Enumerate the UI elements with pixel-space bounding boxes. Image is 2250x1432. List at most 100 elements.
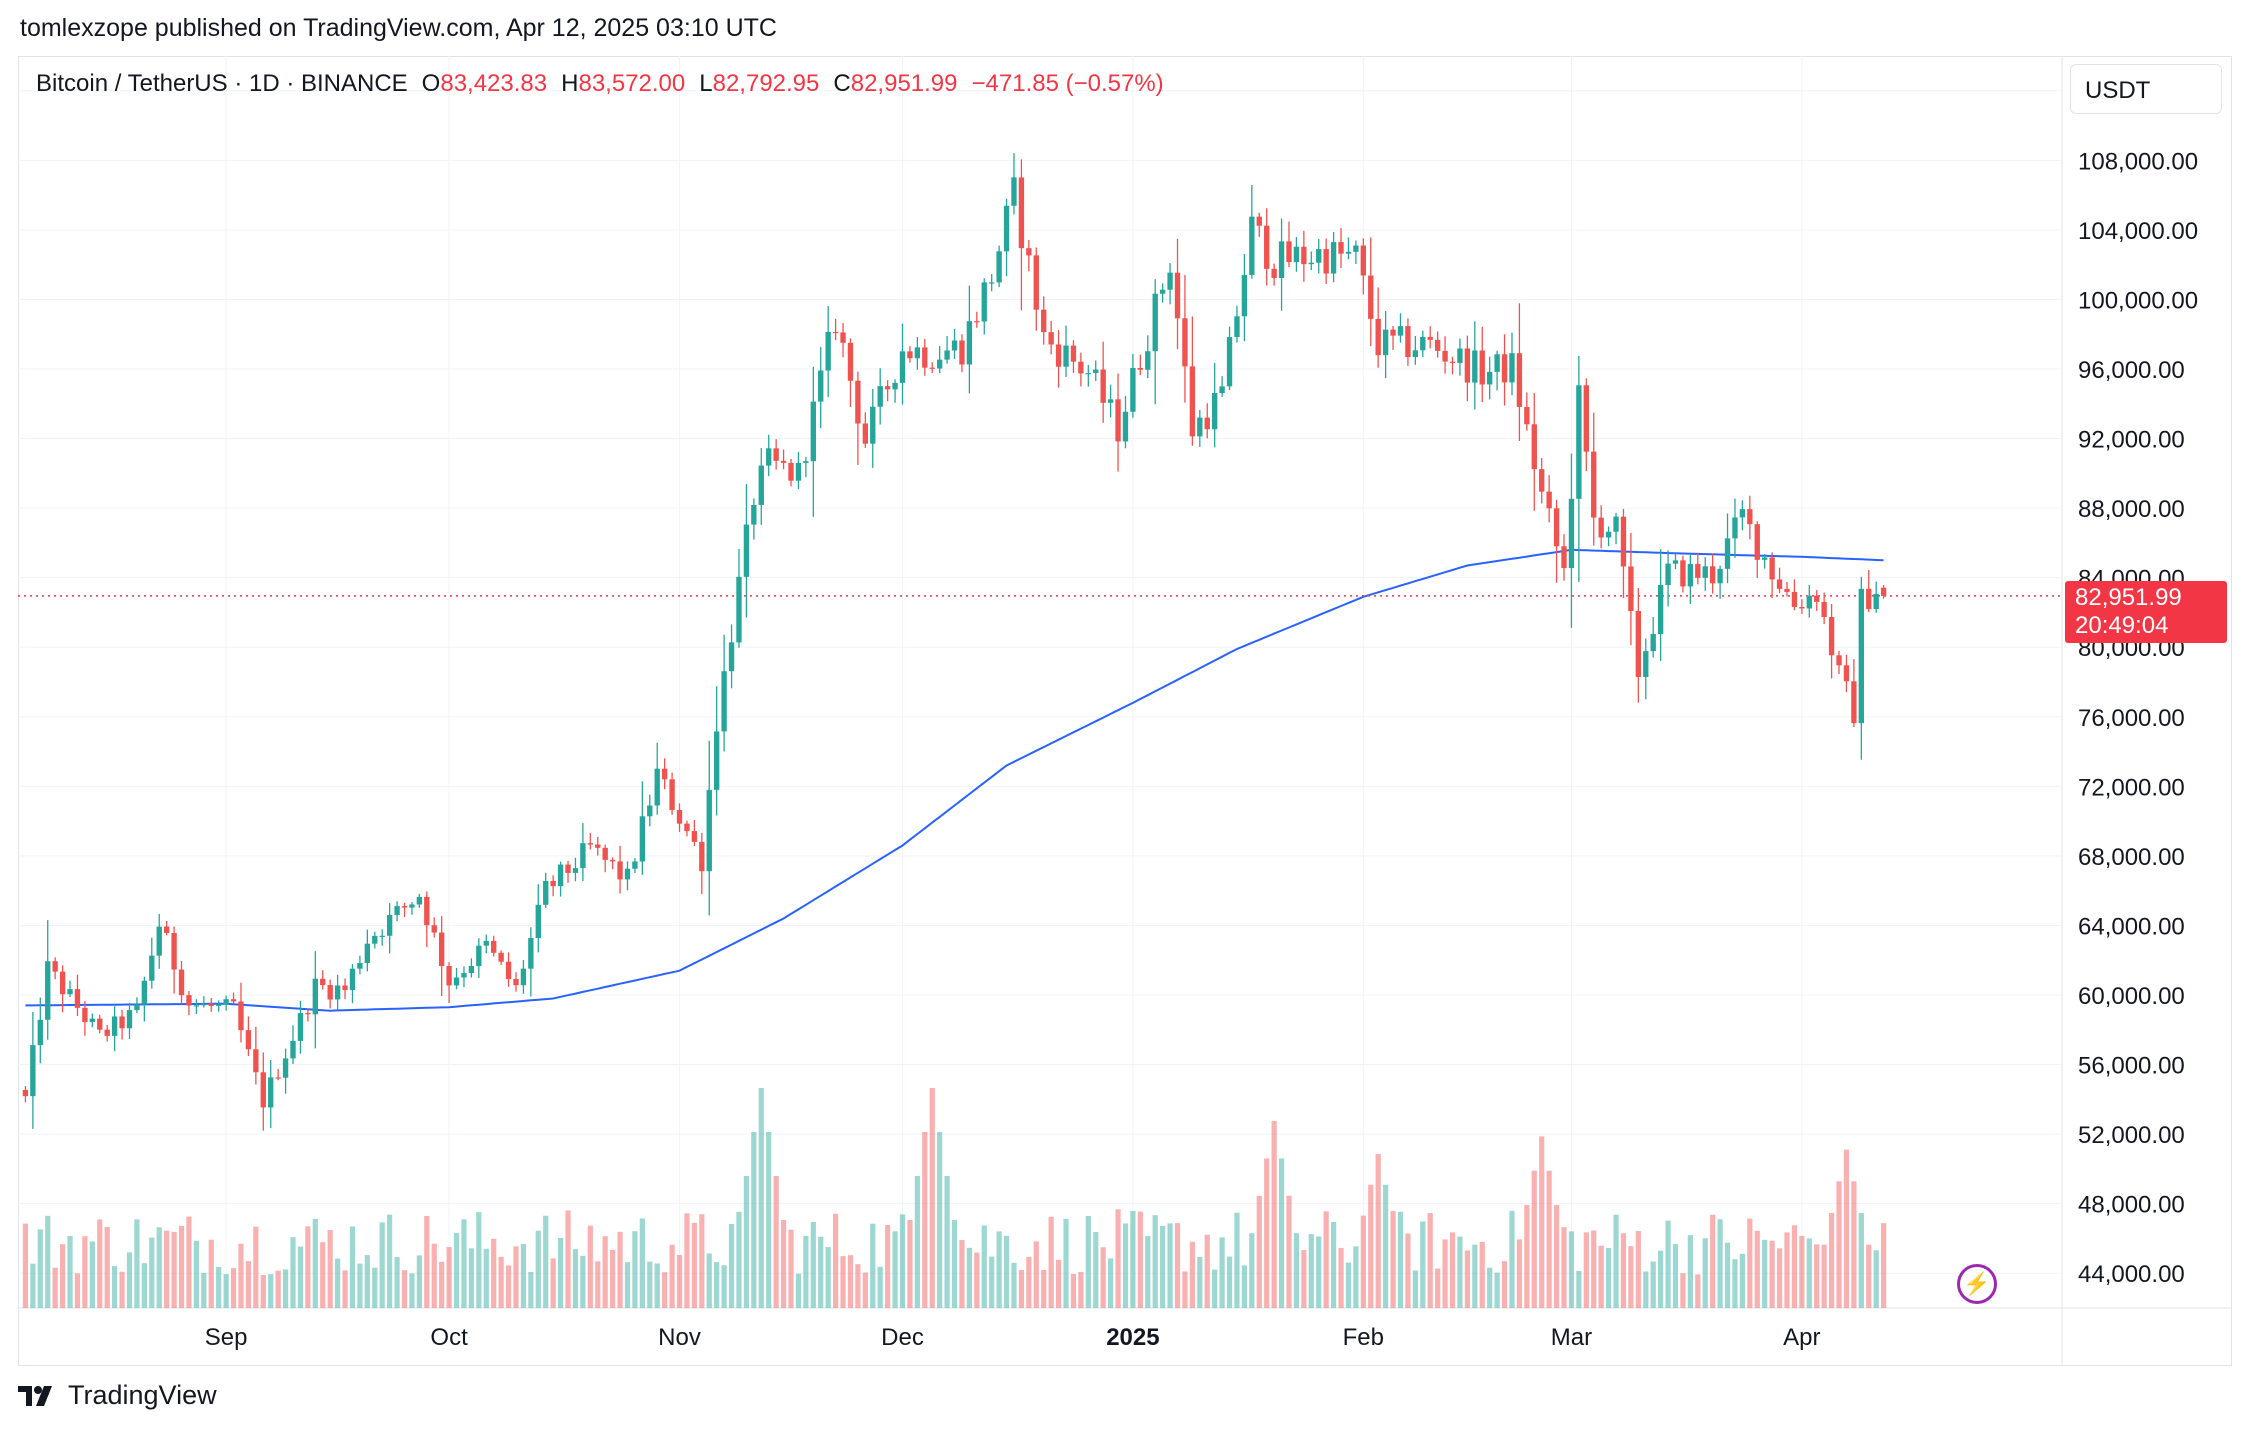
candle-body <box>825 331 831 371</box>
volume-bar <box>97 1219 103 1308</box>
volume-bar <box>1264 1158 1270 1308</box>
candle-body <box>587 843 593 845</box>
candle-body <box>1093 369 1099 374</box>
volume-bar <box>840 1256 846 1308</box>
candle-body <box>758 465 764 505</box>
volume-bar <box>1182 1271 1188 1308</box>
last-price-label: 82,951.99 20:49:04 <box>2065 580 2227 643</box>
candle-body <box>1063 345 1069 367</box>
candle-body <box>290 1040 296 1059</box>
volume-bar <box>476 1212 482 1308</box>
volume-bar <box>795 1273 802 1308</box>
volume-bar <box>654 1263 660 1308</box>
lightning-bolt-icon[interactable]: ⚡ <box>1957 1264 1997 1304</box>
candle-body <box>580 843 586 869</box>
volume-bar <box>1591 1230 1597 1308</box>
volume-bar <box>1204 1234 1210 1308</box>
price-tick-label: 56,000.00 <box>2078 1053 2185 1080</box>
candle-body <box>1628 566 1634 612</box>
volume-bar <box>1115 1209 1121 1308</box>
candle-body <box>1568 498 1575 569</box>
volume-bar <box>1858 1212 1864 1308</box>
candle-body <box>989 282 995 284</box>
volume-bar <box>1323 1211 1329 1308</box>
candle-body <box>1301 246 1307 265</box>
volume-bar <box>112 1266 118 1308</box>
volume-bar <box>929 1088 935 1308</box>
volume-bar <box>1650 1261 1656 1308</box>
candle-body <box>632 861 638 869</box>
chart-frame[interactable] <box>18 56 2232 1366</box>
volume-bar <box>1643 1271 1649 1308</box>
volume-bar <box>773 1176 779 1308</box>
candle-body <box>126 1010 133 1029</box>
volume-bar <box>639 1218 645 1308</box>
volume-bar <box>780 1220 787 1308</box>
price-tick-label: 60,000.00 <box>2078 983 2185 1010</box>
price-tick-label: 72,000.00 <box>2078 774 2185 801</box>
volume-bar <box>788 1229 794 1308</box>
volume-bar <box>676 1254 683 1308</box>
tradingview-brand[interactable]: TradingView <box>18 1380 217 1411</box>
volume-bar <box>543 1215 549 1308</box>
candle-body <box>1657 584 1664 635</box>
time-scale[interactable]: Sep Oct Nov Dec 2025 Feb Mar Apr <box>205 1324 1821 1351</box>
legend-symbol[interactable]: Bitcoin / TetherUS · 1D · BINANCE <box>36 70 408 97</box>
candle-body <box>661 768 668 780</box>
price-tick-label: 104,000.00 <box>2078 218 2198 245</box>
volume-bar <box>171 1231 177 1308</box>
candle-body <box>951 340 958 351</box>
volume-bar <box>1412 1270 1418 1308</box>
candle-body <box>1048 332 1054 345</box>
candle-body <box>1747 509 1753 525</box>
volume-bar <box>1011 1262 1017 1308</box>
volume-bar <box>1464 1250 1470 1308</box>
candle-body <box>245 1030 252 1050</box>
volume-bar <box>104 1226 110 1308</box>
candle-body <box>959 340 965 365</box>
volume-bar <box>126 1252 133 1308</box>
candle-body <box>82 1007 88 1022</box>
volume-bar <box>1383 1184 1389 1308</box>
candle-body <box>1487 371 1493 385</box>
volume-bar <box>1375 1154 1381 1308</box>
candle-body <box>1665 563 1671 585</box>
candle-body <box>1330 242 1337 274</box>
volume-bar <box>1234 1212 1240 1308</box>
volume-bar <box>587 1225 593 1308</box>
volume-bar <box>758 1088 764 1308</box>
candle-body <box>1316 249 1322 263</box>
volume-bar <box>1345 1262 1352 1308</box>
candle-body <box>1078 361 1084 374</box>
volume-bar <box>1821 1244 1827 1308</box>
candle-body <box>1776 579 1783 589</box>
volume-bar <box>647 1261 653 1308</box>
volume-bar <box>1286 1195 1292 1308</box>
candle-body <box>1278 241 1285 278</box>
price-chart[interactable]: 112,000.00108,000.00104,000.00100,000.00… <box>0 0 2250 1380</box>
volume-bar <box>1435 1268 1441 1308</box>
price-tick-label: 108,000.00 <box>2078 148 2198 175</box>
volume-bar <box>401 1270 408 1308</box>
candle-body <box>1531 424 1537 470</box>
time-tick-label: Apr <box>1783 1324 1820 1351</box>
candle-body <box>1524 406 1530 425</box>
candle-body <box>327 985 333 1000</box>
volume-bar <box>1078 1272 1084 1308</box>
candle-body <box>1152 293 1158 352</box>
time-tick-label: Nov <box>658 1324 701 1351</box>
candle-body <box>803 461 809 463</box>
volume-bar <box>1397 1211 1404 1308</box>
price-scale[interactable]: 112,000.00108,000.00104,000.00100,000.00… <box>2078 79 2198 1288</box>
candle-body <box>1427 336 1433 340</box>
candle-body <box>795 462 802 481</box>
candle-body <box>1115 399 1121 442</box>
candle-body <box>1821 601 1827 618</box>
volume-bar <box>1791 1225 1798 1308</box>
candle-body <box>409 904 415 908</box>
currency-unit-button[interactable]: USDT <box>2070 64 2222 114</box>
volume-bar <box>1836 1181 1842 1308</box>
candle-body <box>89 1018 96 1022</box>
candle-body <box>543 880 549 905</box>
volume-bar <box>1620 1233 1627 1308</box>
